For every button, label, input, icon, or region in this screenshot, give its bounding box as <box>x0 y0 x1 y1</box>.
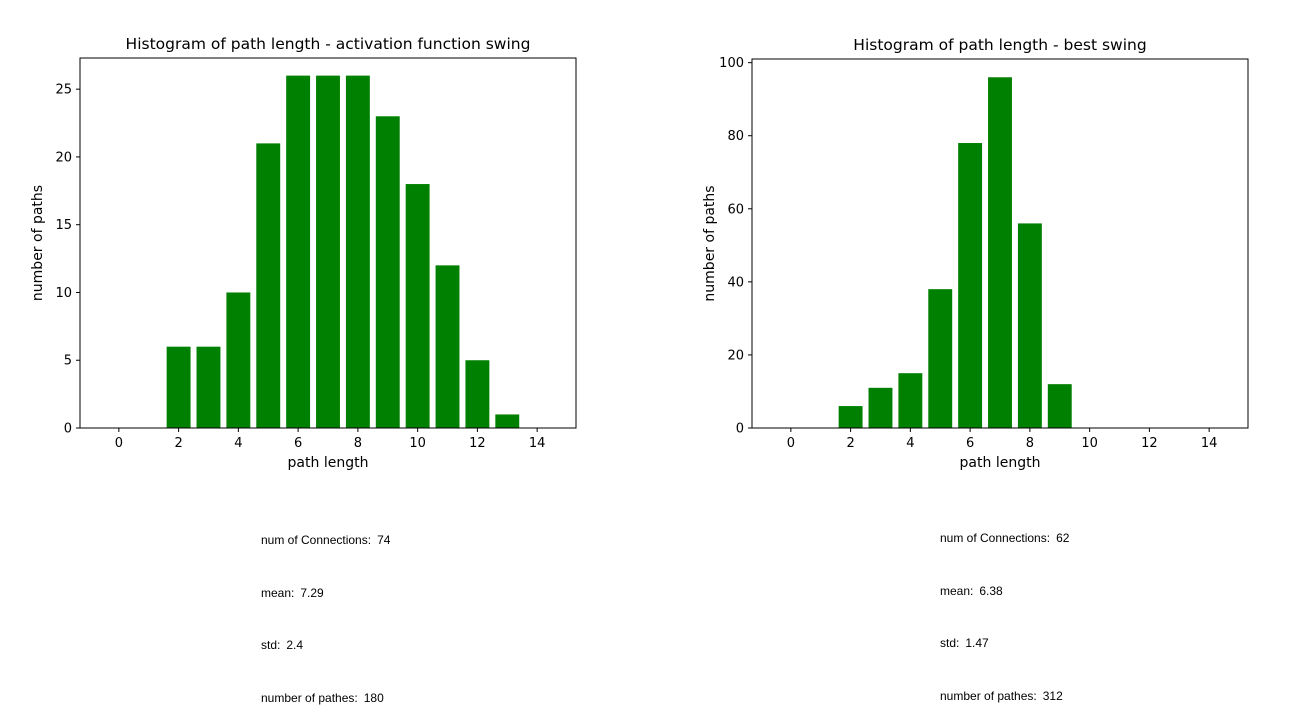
y-tick-label: 60 <box>727 202 744 217</box>
stat-mean: mean: 7.29 <box>261 585 396 603</box>
bar <box>405 184 430 428</box>
x-tick-label: 8 <box>354 436 362 451</box>
stat-connections: num of Connections: 62 <box>940 530 1075 548</box>
stat-label: number of pathes: <box>940 688 1037 703</box>
y-tick-label: 25 <box>55 83 72 98</box>
y-tick-label: 20 <box>727 348 744 363</box>
chart-title: Histogram of path length - best swing <box>853 36 1146 54</box>
bar <box>868 387 893 428</box>
stat-num-paths: number of pathes: 180 <box>261 690 396 708</box>
y-tick-label: 80 <box>727 129 744 144</box>
bar <box>928 289 953 428</box>
x-axis-label: path length <box>288 455 369 471</box>
y-tick-label: 15 <box>55 218 72 233</box>
y-tick-label: 40 <box>727 275 744 290</box>
bar <box>838 406 863 428</box>
stat-value: 180 <box>363 690 384 705</box>
stat-value: 7.29 <box>300 585 324 600</box>
bar <box>166 346 191 428</box>
stat-value: 2.4 <box>286 638 304 652</box>
x-tick-label: 6 <box>294 436 302 451</box>
bar <box>375 116 400 429</box>
stat-value: 1.47 <box>965 636 989 650</box>
y-tick-label: 5 <box>64 354 72 369</box>
x-tick-label: 0 <box>787 436 795 451</box>
x-tick-label: 10 <box>409 436 426 451</box>
stat-label: num of Connections: <box>940 531 1051 545</box>
y-axis-label: number of paths <box>702 185 718 301</box>
stats-panel-best: num of Connections: 62 mean: 6.38 std: 1.47… <box>940 495 1075 723</box>
stat-mean: mean: 6.38 <box>940 583 1075 601</box>
bar <box>988 77 1012 428</box>
stat-value: 312 <box>1042 688 1063 703</box>
stat-value: 6.38 <box>979 583 1003 598</box>
bar <box>958 143 983 428</box>
stat-label: mean: <box>261 585 295 600</box>
x-tick-label: 10 <box>1081 436 1098 451</box>
x-tick-label: 6 <box>966 436 974 451</box>
stat-connections: num of Connections: 74 <box>261 532 396 550</box>
bar <box>1017 223 1042 428</box>
chart-title: Histogram of path length - activation fu… <box>126 35 531 53</box>
bar <box>345 75 370 428</box>
stat-label: num of Connections: <box>261 533 372 547</box>
stat-std: std: 1.47 <box>940 635 1075 653</box>
y-tick-label: 10 <box>55 286 72 301</box>
bar <box>196 346 221 428</box>
stat-label: mean: <box>940 583 974 598</box>
bar <box>316 75 340 428</box>
stat-label: std: <box>940 636 960 650</box>
plot-frame <box>751 58 1249 429</box>
x-tick-label: 8 <box>1026 436 1034 451</box>
x-tick-label: 2 <box>846 436 854 451</box>
x-tick-label: 14 <box>529 436 546 451</box>
stat-label: number of pathes: <box>261 690 358 705</box>
y-axis-label: number of paths <box>30 185 46 301</box>
x-tick-label: 14 <box>1201 436 1218 451</box>
x-tick-label: 4 <box>906 436 914 451</box>
bar <box>495 414 520 428</box>
x-tick-label: 2 <box>174 436 182 451</box>
bar <box>256 143 281 428</box>
stat-value: 74 <box>377 533 391 547</box>
x-axis-label: path length <box>960 455 1041 471</box>
y-tick-label: 100 <box>719 56 744 71</box>
bar <box>898 373 923 428</box>
bar <box>1047 384 1072 428</box>
x-tick-label: 0 <box>115 436 123 451</box>
bar <box>286 75 311 428</box>
bar <box>226 292 251 428</box>
x-tick-label: 4 <box>234 436 242 451</box>
stat-std: std: 2.4 <box>261 637 396 655</box>
stat-value: 62 <box>1056 531 1070 545</box>
x-tick-label: 12 <box>469 436 486 451</box>
stat-num-paths: number of pathes: 312 <box>940 688 1075 706</box>
bar <box>435 265 460 428</box>
y-tick-label: 0 <box>64 422 72 437</box>
bar <box>465 360 490 428</box>
stats-panel-activation: num of Connections: 74 mean: 7.29 std: 2.4 … <box>261 497 396 725</box>
stat-label: std: <box>261 638 281 652</box>
y-tick-label: 0 <box>736 422 744 437</box>
x-tick-label: 12 <box>1141 436 1158 451</box>
y-tick-label: 20 <box>55 150 72 165</box>
plot-frame <box>79 57 577 429</box>
